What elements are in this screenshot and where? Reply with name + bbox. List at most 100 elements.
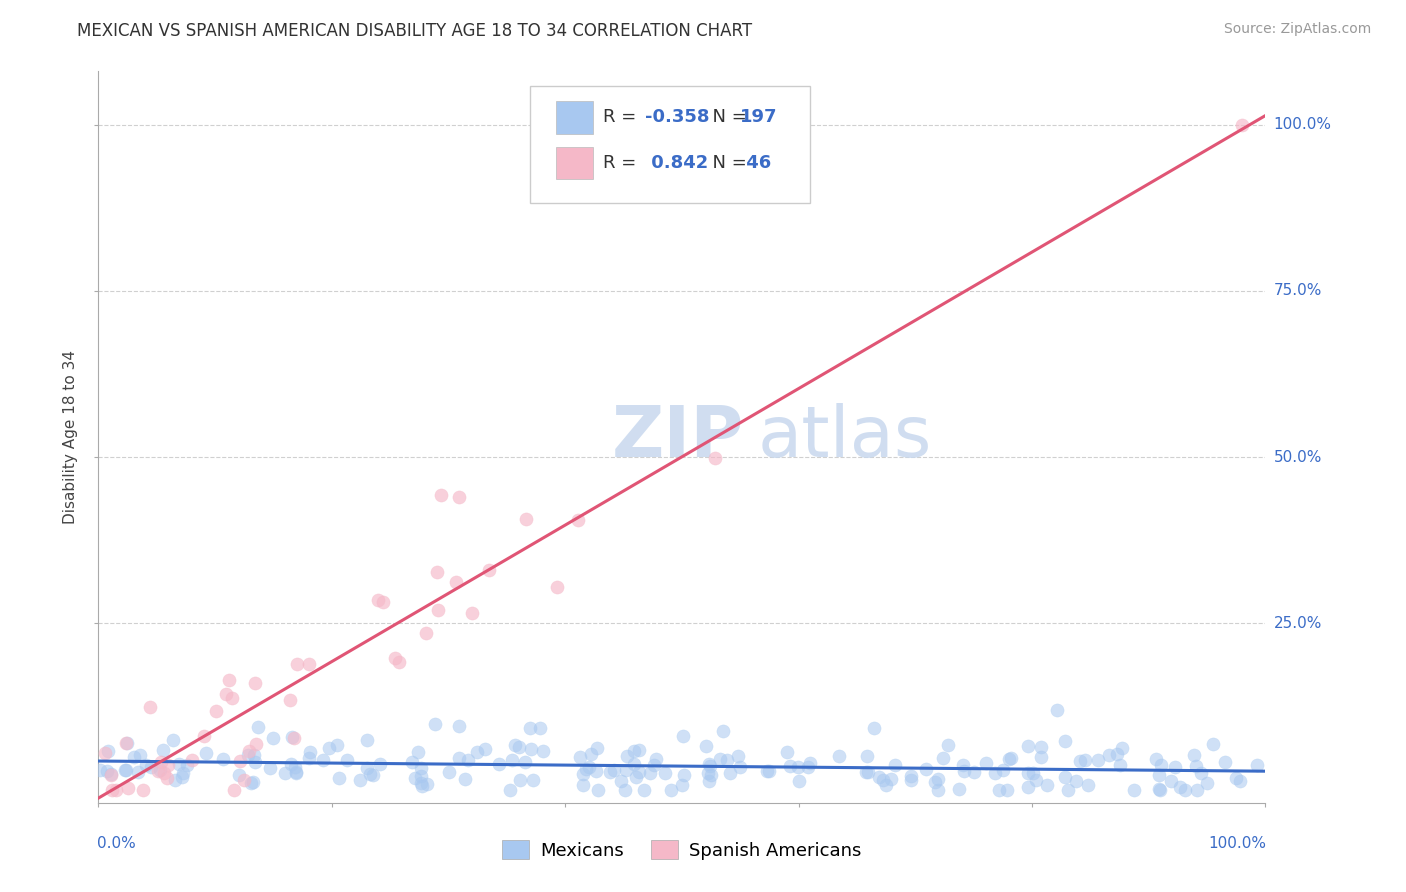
Text: 46: 46 xyxy=(741,153,772,172)
Point xyxy=(787,774,810,789)
Point xyxy=(697,774,720,789)
Point xyxy=(328,771,350,785)
Point xyxy=(215,688,238,702)
Point xyxy=(529,722,551,736)
Point xyxy=(205,705,228,719)
FancyBboxPatch shape xyxy=(530,86,810,203)
Point xyxy=(245,737,267,751)
Point xyxy=(454,772,477,787)
Point xyxy=(195,747,218,761)
Point xyxy=(1000,751,1022,765)
Point xyxy=(1111,741,1133,756)
Point xyxy=(1074,753,1097,767)
Point xyxy=(96,764,118,778)
Point xyxy=(245,755,267,769)
Point xyxy=(586,782,609,797)
Text: 50.0%: 50.0% xyxy=(1274,450,1322,465)
Text: 100.0%: 100.0% xyxy=(1209,836,1267,851)
Point xyxy=(474,742,496,756)
Point xyxy=(1054,770,1077,784)
Point xyxy=(711,724,734,739)
Point xyxy=(1053,733,1076,747)
Point xyxy=(1017,766,1039,780)
Point xyxy=(1077,778,1099,792)
Point xyxy=(659,782,682,797)
Point xyxy=(1150,757,1173,772)
Point xyxy=(936,739,959,753)
Point xyxy=(499,782,522,797)
Point xyxy=(384,650,406,665)
Point xyxy=(787,760,810,774)
Point xyxy=(931,750,953,764)
Point xyxy=(156,758,179,772)
Point xyxy=(503,739,526,753)
Point xyxy=(193,729,215,743)
Point xyxy=(488,757,510,772)
Point xyxy=(546,580,568,594)
Point xyxy=(356,733,378,747)
Point xyxy=(426,565,449,579)
Point xyxy=(927,772,949,786)
Point xyxy=(709,752,731,766)
Point xyxy=(274,766,297,780)
Text: N =: N = xyxy=(700,109,752,127)
Point xyxy=(1230,118,1253,132)
Point xyxy=(880,772,903,786)
Point xyxy=(875,778,897,792)
Point xyxy=(117,780,139,795)
Point xyxy=(429,488,451,502)
Point xyxy=(128,747,150,762)
Point xyxy=(1056,782,1078,797)
Point xyxy=(571,767,593,781)
Point xyxy=(139,700,162,714)
Point xyxy=(856,764,879,779)
Point xyxy=(508,739,530,754)
Point xyxy=(602,764,624,778)
Text: 75.0%: 75.0% xyxy=(1274,284,1322,298)
Point xyxy=(627,743,650,757)
Point xyxy=(285,764,308,779)
Text: N =: N = xyxy=(700,153,752,172)
Point xyxy=(139,760,162,774)
Point xyxy=(1098,747,1121,762)
Point xyxy=(411,769,433,783)
Point xyxy=(240,776,263,790)
Point xyxy=(233,773,256,788)
Point xyxy=(1109,758,1132,772)
Point xyxy=(1069,754,1091,768)
Point xyxy=(1144,752,1167,766)
Point xyxy=(100,767,122,781)
Point xyxy=(974,756,997,770)
Point xyxy=(672,729,695,743)
Point xyxy=(1064,773,1087,788)
Y-axis label: Disability Age 18 to 34: Disability Age 18 to 34 xyxy=(63,350,79,524)
Legend: Mexicans, Spanish Americans: Mexicans, Spanish Americans xyxy=(495,833,869,867)
Point xyxy=(299,745,322,759)
Point xyxy=(284,759,307,773)
Point xyxy=(927,782,949,797)
Text: ZIP: ZIP xyxy=(612,402,744,472)
Point xyxy=(779,759,801,773)
Point xyxy=(127,764,149,779)
Point xyxy=(776,745,799,759)
Point xyxy=(131,782,153,797)
Point xyxy=(236,747,259,762)
Point xyxy=(654,766,676,780)
Point xyxy=(571,778,593,792)
Point xyxy=(1174,782,1197,797)
Text: -0.358: -0.358 xyxy=(644,109,709,127)
Point xyxy=(404,771,426,785)
Point xyxy=(457,754,479,768)
Point xyxy=(578,760,600,774)
Point xyxy=(515,755,537,769)
Point xyxy=(447,719,470,733)
Point xyxy=(900,772,922,787)
Point xyxy=(509,773,531,788)
Point xyxy=(884,758,907,772)
Point xyxy=(152,743,174,757)
Point xyxy=(135,758,157,772)
Point xyxy=(1105,747,1128,762)
Point xyxy=(172,766,194,780)
Point xyxy=(623,744,645,758)
Point xyxy=(437,765,460,780)
